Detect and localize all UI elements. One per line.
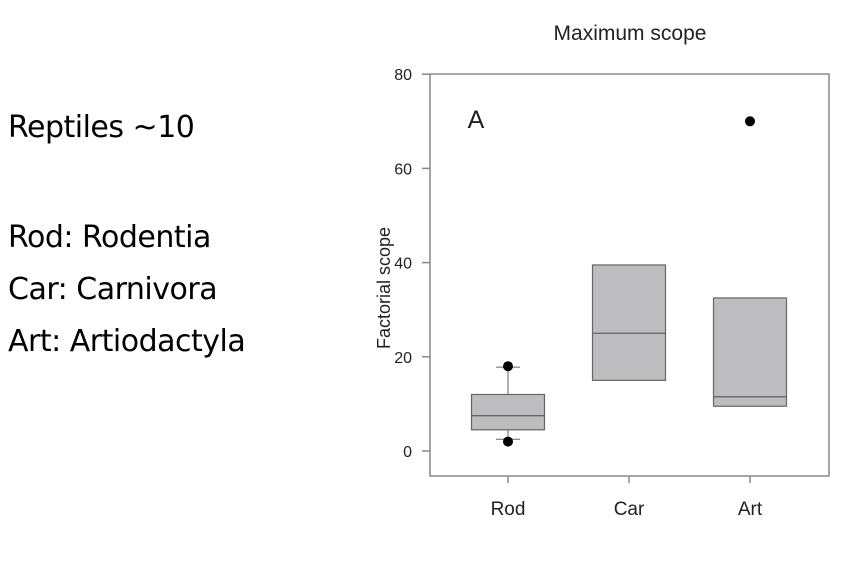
chart-title: Maximum scope <box>554 22 707 45</box>
legend-rod: Rod: Rodentia <box>8 220 211 255</box>
box-Rod <box>470 393 546 431</box>
x-tick-label: Rod <box>491 499 526 520</box>
y-tick-label: 20 <box>394 350 412 367</box>
panel-label: A <box>468 106 485 134</box>
legend-art: Art: Artiodactyla <box>8 324 246 359</box>
box-Art <box>712 297 788 407</box>
y-tick-label: 40 <box>394 256 412 273</box>
box-Car <box>591 264 667 381</box>
legend-car: Car: Carnivora <box>8 272 218 307</box>
x-tick-label: Art <box>738 499 763 520</box>
outlier-point <box>503 436 513 447</box>
y-axis-label: Factorial scope <box>374 227 394 349</box>
x-tick-label: Car <box>614 499 645 520</box>
y-tick-label: 60 <box>394 161 412 178</box>
y-tick-label: 80 <box>394 67 412 84</box>
reptiles-note: Reptiles ~10 <box>8 110 195 145</box>
outlier-point <box>503 361 513 372</box>
y-tick-label: 0 <box>403 444 412 461</box>
outlier-point <box>745 116 755 127</box>
